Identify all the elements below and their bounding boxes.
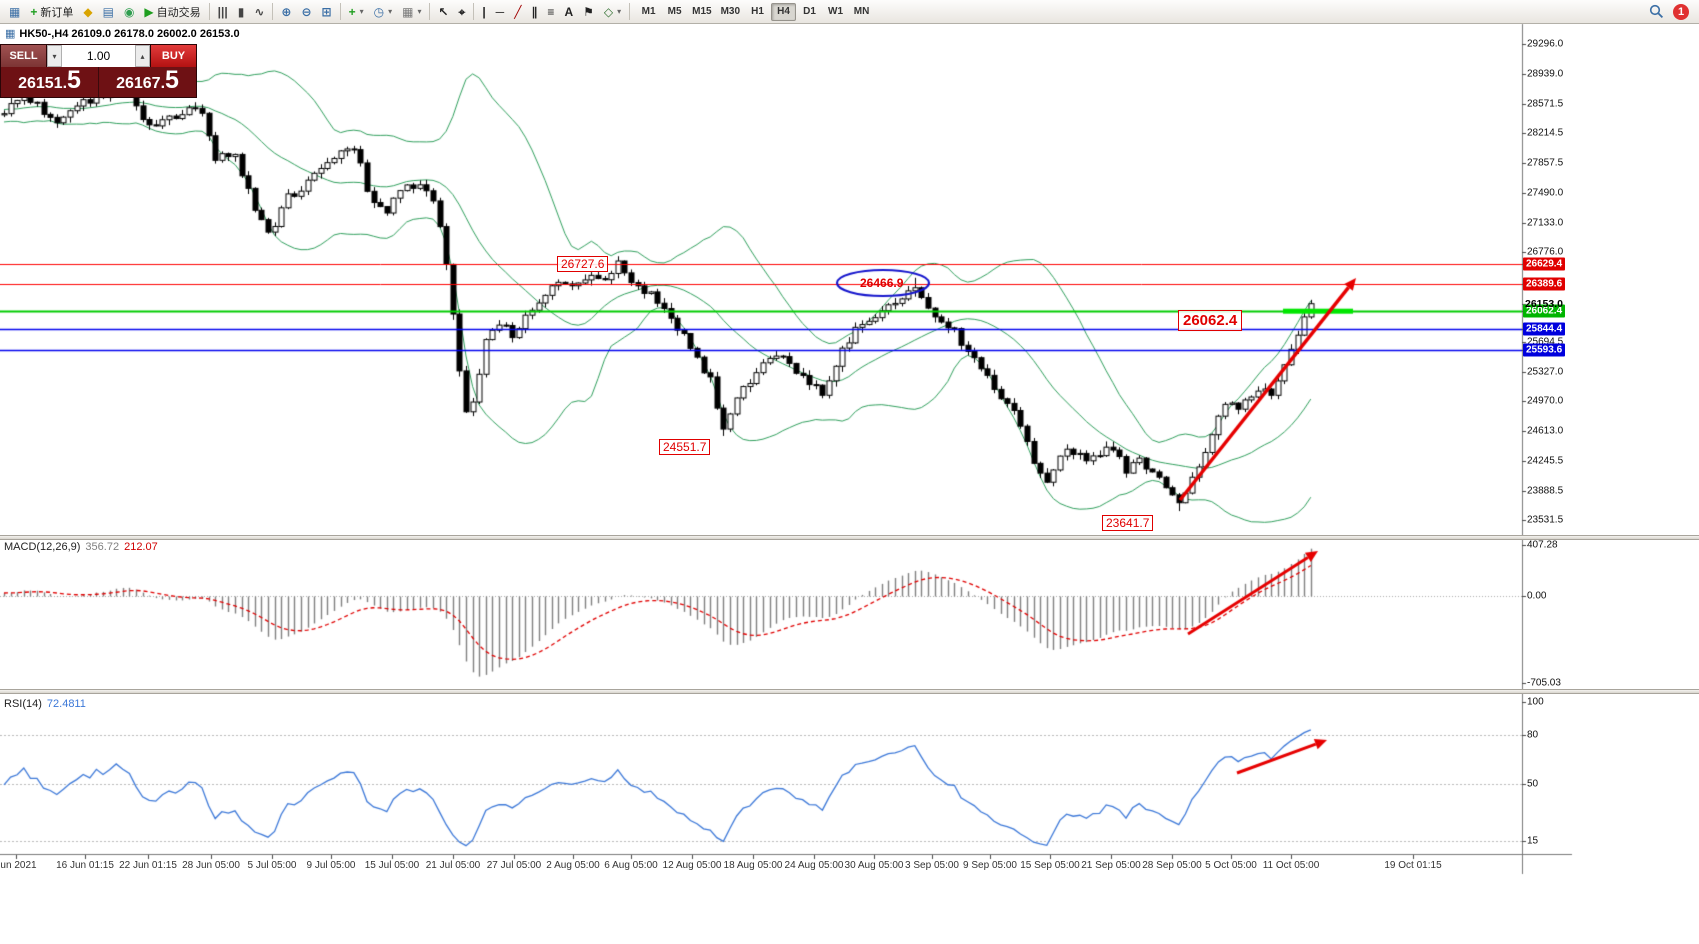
cursor-icon-icon: ↖ <box>438 4 449 19</box>
toolbar: ▦ + 新订单 ◆ ▤ ◉ ▶ 自动交易 ||| ▮ ∿ ⊕ ⊖ ⊞ + ▾ ◷ ▾ ▦ ▾ ↖ ⌖ | ─ ╱ ∥ ≡ A ⚑ ◇ ▾ M1… <box>0 0 1699 24</box>
terminal-icon-icon: ▦ <box>9 4 21 19</box>
trendline-icon-icon: ╱ <box>514 4 522 19</box>
toolbar-separator <box>629 3 631 20</box>
volume-increase-button[interactable]: ▴ <box>135 45 150 67</box>
timeframe-h1[interactable]: H1 <box>751 6 764 17</box>
zoom-in-icon-icon: ⊕ <box>281 4 292 19</box>
trendline-icon[interactable]: ╱ <box>509 2 526 22</box>
terminal-icon[interactable]: ▦ <box>4 2 25 22</box>
timeframe-h4[interactable]: H4 <box>771 2 797 21</box>
trade-panel-buttons: SELL ▾ ▴ BUY <box>1 45 196 67</box>
templates-icon-dropdown[interactable]: ▾ <box>417 7 422 16</box>
timeframe-group: M1 M5 M15 M30 H1 H4 D1 W1 MN <box>636 2 874 21</box>
crosshair-icon[interactable]: ⌖ <box>454 2 471 22</box>
arrows-tool-icon[interactable]: ⚑ <box>578 2 599 22</box>
horizontal-line-icon[interactable]: ─ <box>491 2 510 22</box>
indicators-icon[interactable]: + ▾ <box>344 2 369 22</box>
panel-separator[interactable] <box>0 535 1699 540</box>
macd-label: MACD(12,26,9) 356.72 212.07 <box>4 541 158 553</box>
shapes-icon-dropdown[interactable]: ▾ <box>617 7 622 16</box>
vertical-line-icon-icon: | <box>482 4 486 19</box>
timeframe-mn[interactable]: MN <box>853 6 870 17</box>
periods-icon-dropdown[interactable]: ▾ <box>388 7 393 16</box>
line-chart-icon-icon: ∿ <box>254 4 265 19</box>
data-window-icon-icon: ◉ <box>123 4 135 19</box>
tile-windows-icon[interactable]: ⊞ <box>317 2 337 22</box>
new-order-button[interactable]: + 新订单 <box>25 2 78 22</box>
tile-windows-icon-icon: ⊞ <box>321 4 332 19</box>
horizontal-line-icon-icon: ─ <box>495 4 505 19</box>
autotrading-icon: ▶ <box>144 4 154 19</box>
channel-icon-icon: ∥ <box>531 4 538 19</box>
chart-icon: ▦ <box>5 28 16 40</box>
zoom-in-icon[interactable]: ⊕ <box>276 2 296 22</box>
candlestick-chart-icon-icon: ▮ <box>237 4 245 19</box>
panel-separator[interactable] <box>0 689 1699 694</box>
bar-chart-icon[interactable]: ||| <box>213 2 233 22</box>
periods-icon-icon: ◷ <box>373 4 385 19</box>
line-chart-icon[interactable]: ∿ <box>249 2 269 22</box>
zoom-out-icon[interactable]: ⊖ <box>296 2 316 22</box>
indicators-icon-icon: + <box>348 4 356 19</box>
candlestick-chart-icon[interactable]: ▮ <box>233 2 250 22</box>
timeframe-m15[interactable]: M15 <box>692 6 712 17</box>
metaeditor-icon[interactable]: ◆ <box>78 2 97 22</box>
toolbar-separator <box>272 3 274 20</box>
timeframe-m30[interactable]: M30 <box>720 6 741 17</box>
fibonacci-icon[interactable]: ≡ <box>542 2 559 22</box>
templates-icon[interactable]: ▦ ▾ <box>397 2 426 22</box>
periods-icon[interactable]: ◷ ▾ <box>369 2 398 22</box>
market-watch-icon-icon: ▤ <box>102 4 114 19</box>
sell-button[interactable]: SELL <box>1 45 47 67</box>
volume-decrease-button[interactable]: ▾ <box>47 45 62 67</box>
arrows-tool-icon-icon: ⚑ <box>583 4 594 19</box>
text-tool-icon[interactable]: A <box>559 2 578 22</box>
toolbar-right: 1 <box>1649 3 1695 20</box>
toolbar-separator <box>473 3 475 20</box>
market-watch-icon[interactable]: ▤ <box>98 2 119 22</box>
autotrading-button-label: 自动交易 <box>156 6 201 19</box>
notifications-badge[interactable]: 1 <box>1673 3 1689 20</box>
new-order-icon: + <box>30 4 38 19</box>
toolbar-items: ▦ + 新订单 ◆ ▤ ◉ ▶ 自动交易 ||| ▮ ∿ ⊕ ⊖ ⊞ + ▾ ◷ ▾ ▦ ▾ ↖ ⌖ | ─ ╱ ∥ ≡ A ⚑ ◇ ▾ M1… <box>4 2 874 22</box>
shapes-icon[interactable]: ◇ ▾ <box>599 2 626 22</box>
templates-icon-icon: ▦ <box>402 4 414 19</box>
data-window-icon[interactable]: ◉ <box>119 2 139 22</box>
crosshair-icon-icon: ⌖ <box>458 4 466 19</box>
fibonacci-icon-icon: ≡ <box>547 4 555 19</box>
bar-chart-icon-icon: ||| <box>217 4 228 19</box>
sell-price[interactable]: 26151. 5 <box>1 67 99 97</box>
text-tool-icon-icon: A <box>564 4 574 19</box>
timeframe-m5[interactable]: M5 <box>667 6 682 17</box>
indicators-icon-dropdown[interactable]: ▾ <box>359 7 364 16</box>
one-click-trading-panel: SELL ▾ ▴ BUY 26151.5 26167.5 <box>0 44 197 98</box>
metaeditor-icon-icon: ◆ <box>83 4 93 19</box>
search-icon[interactable] <box>1649 4 1664 19</box>
buy-price[interactable]: 26167. 5 <box>116 66 179 94</box>
rsi-label: RSI(14) 72.4811 <box>4 698 86 710</box>
autotrading-button[interactable]: ▶ 自动交易 <box>139 2 205 22</box>
vertical-line-icon[interactable]: | <box>477 2 490 22</box>
channel-icon[interactable]: ∥ <box>526 2 542 22</box>
zoom-out-icon-icon: ⊖ <box>301 4 312 19</box>
cursor-icon[interactable]: ↖ <box>433 2 453 22</box>
timeframe-w1[interactable]: W1 <box>828 6 844 17</box>
timeframe-d1[interactable]: D1 <box>803 6 816 17</box>
chart-ohlc-text: HK50-,H4 26109.0 26178.0 26002.0 26153.0 <box>19 27 240 40</box>
shapes-icon-icon: ◇ <box>603 4 614 19</box>
toolbar-separator <box>429 3 431 20</box>
chart-ohlc-info: ▦ HK50-,H4 26109.0 26178.0 26002.0 26153… <box>5 27 240 41</box>
timeframe-m1[interactable]: M1 <box>641 6 656 17</box>
volume-control: ▾ ▴ <box>47 45 150 67</box>
buy-button[interactable]: BUY <box>150 45 196 67</box>
new-order-button-label: 新订单 <box>40 6 74 19</box>
volume-input[interactable] <box>62 45 135 67</box>
trade-panel-prices: 26151. 5 26167. 5 <box>1 67 196 97</box>
toolbar-separator <box>208 3 210 20</box>
toolbar-separator <box>339 3 341 20</box>
